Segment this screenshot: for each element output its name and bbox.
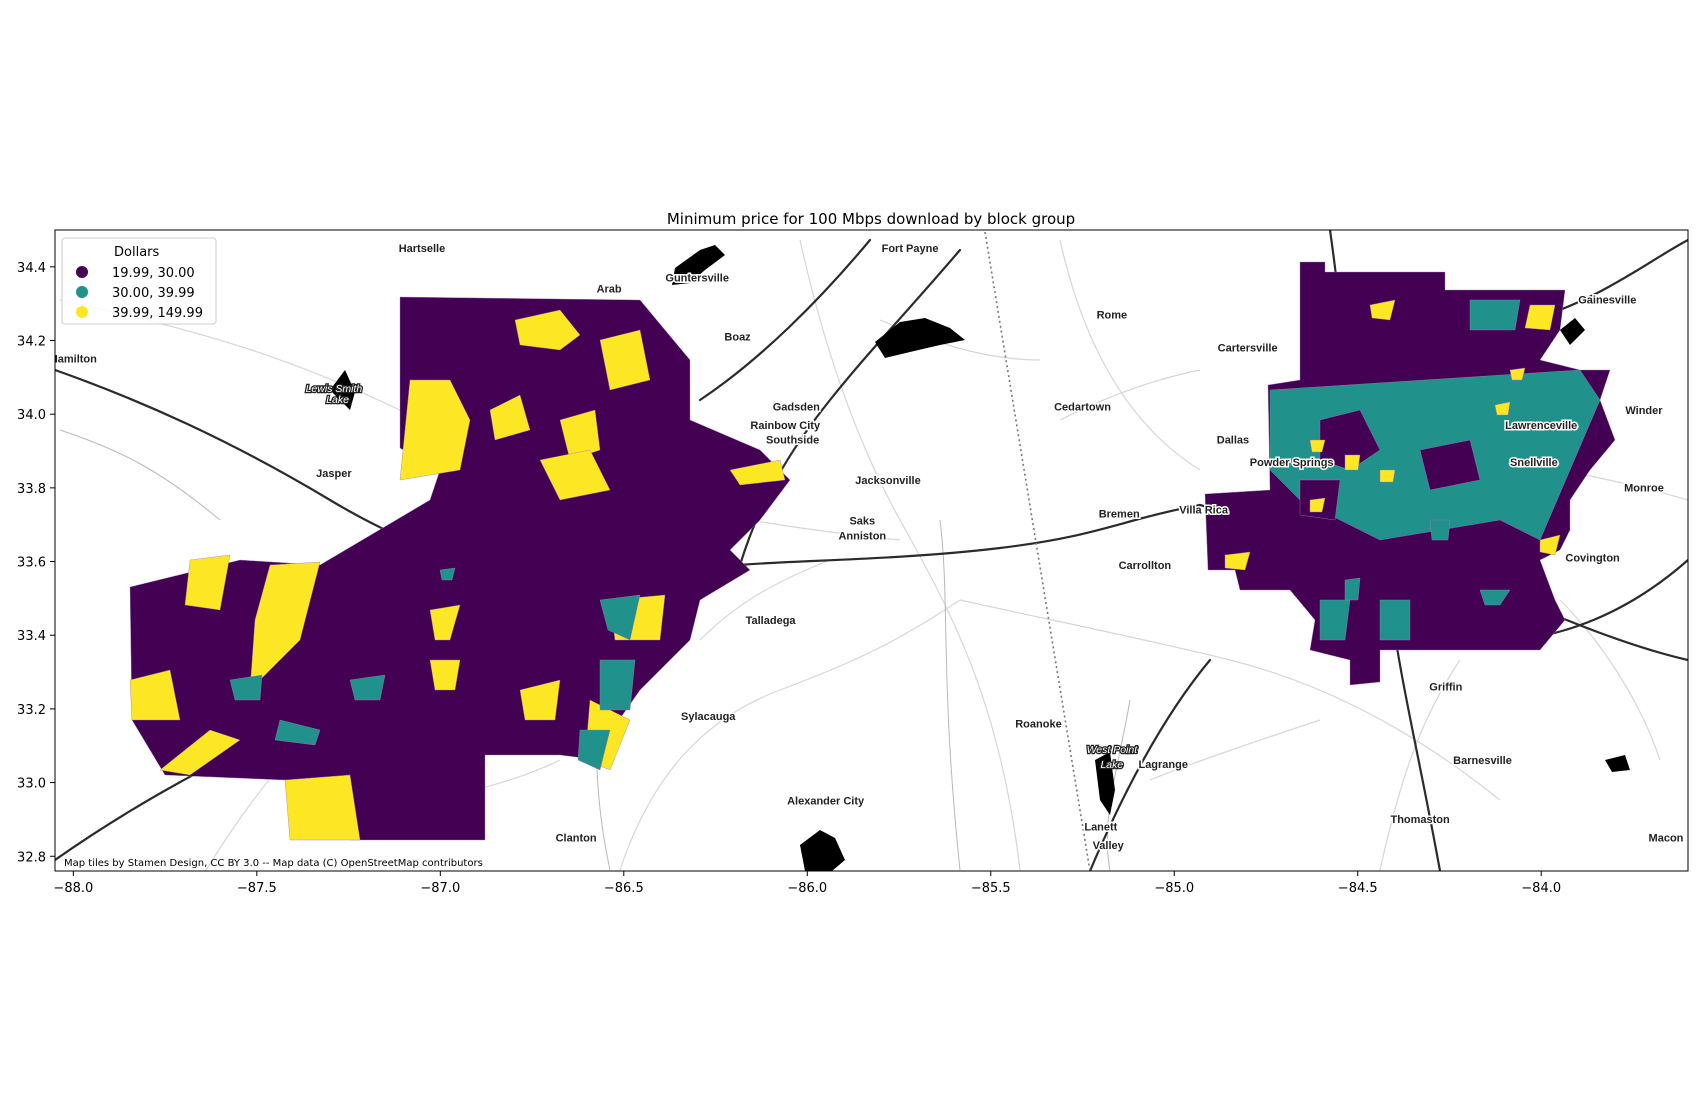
- region-east: [1204, 261, 1616, 686]
- y-tick-label: 34.2: [17, 335, 46, 350]
- legend-swatch-mid: [76, 286, 88, 298]
- x-tick-label: −86.0: [787, 881, 827, 896]
- legend-swatch-low: [76, 266, 88, 278]
- map-title: Minimum price for 100 Mbps download by b…: [667, 210, 1075, 228]
- place-label: Carrollton: [1119, 560, 1172, 572]
- place-label: Talladega: [746, 615, 797, 627]
- region-west: [129, 296, 791, 841]
- place-label: Clanton: [556, 833, 597, 845]
- y-tick-label: 34.4: [17, 261, 46, 276]
- x-tick-label: −88.0: [53, 881, 93, 896]
- place-label: Covington: [1565, 553, 1620, 565]
- place-label: Hamilton: [50, 354, 97, 366]
- place-label: Winder: [1625, 405, 1663, 417]
- legend-label-high: 39.99, 149.99: [112, 306, 203, 321]
- y-tick-label: 34.0: [17, 408, 46, 423]
- place-label: Jasper: [316, 468, 352, 480]
- place-label: Hartselle: [399, 243, 445, 255]
- place-label: Dallas: [1217, 435, 1249, 447]
- place-label: Lawrenceville: [1505, 420, 1577, 432]
- y-tick-label: 33.6: [17, 556, 46, 571]
- x-tick-label: −84.5: [1338, 881, 1378, 896]
- legend-label-low: 19.99, 30.00: [112, 266, 195, 281]
- place-label: Thomaston: [1390, 814, 1450, 826]
- place-label: Southside: [766, 435, 819, 447]
- place-label: Cedartown: [1054, 402, 1111, 414]
- place-label: Macon: [1649, 833, 1684, 845]
- place-label: Gainesville: [1578, 295, 1636, 307]
- place-label: Sylacauga: [681, 711, 736, 723]
- place-label: Jacksonville: [855, 475, 920, 487]
- map-area: Hartselle Arab Guntersville Fort Payne Boaz H…: [50, 230, 1688, 871]
- y-tick-label: 33.4: [17, 629, 46, 644]
- y-tick-label: 33.8: [17, 482, 46, 497]
- legend-box: [61, 237, 217, 325]
- place-labels: Hartselle Arab Guntersville Fort Payne Boaz H…: [50, 242, 1685, 854]
- y-tick-label: 33.2: [17, 703, 46, 718]
- lake-label: Lewis Smith: [306, 383, 363, 395]
- y-tick-label: 33.0: [17, 777, 46, 792]
- legend-title: Dollars: [114, 245, 159, 260]
- place-label: Saks: [849, 516, 875, 528]
- axes-frame: [54, 229, 1689, 872]
- place-label: Griffin: [1429, 681, 1462, 693]
- place-label: Boaz: [724, 332, 751, 344]
- place-label: Rome: [1097, 309, 1128, 321]
- place-label: Powder Springs: [1250, 457, 1334, 469]
- place-label: Alexander City: [787, 796, 865, 808]
- place-label: Bremen: [1099, 508, 1140, 520]
- x-tick-label: −86.5: [604, 881, 644, 896]
- x-tick-label: −85.5: [971, 881, 1011, 896]
- place-label: Valley: [1093, 840, 1125, 852]
- legend-swatch-high: [76, 306, 88, 318]
- x-tick-label: −85.0: [1154, 881, 1194, 896]
- place-label: Lanett: [1084, 821, 1117, 833]
- lake-label: West Point: [1087, 744, 1139, 756]
- place-label: Barnesville: [1453, 755, 1512, 767]
- place-label: Lagrange: [1138, 759, 1188, 771]
- place-label: Anniston: [838, 530, 886, 542]
- place-label: Rainbow City: [750, 420, 821, 432]
- place-label: Fort Payne: [882, 243, 939, 255]
- x-tick-label: −87.0: [420, 881, 460, 896]
- x-tick-label: −84.0: [1521, 881, 1561, 896]
- y-axis: 32.8 33.0 33.2 33.4 33.6 33.8 34.0 34.2 34.4: [17, 261, 55, 865]
- place-label: Monroe: [1624, 483, 1664, 495]
- x-axis: −88.0 −87.5 −87.0 −86.5 −86.0 −85.5 −85.0 −84.5…: [53, 871, 1561, 896]
- place-label: Snellville: [1510, 457, 1558, 469]
- legend-label-mid: 30.00, 39.99: [112, 286, 195, 301]
- lake-label: Lake: [326, 394, 349, 406]
- legend: Dollars 19.99, 30.00 30.00, 39.99 39.99,…: [61, 237, 217, 325]
- place-label: Roanoke: [1015, 718, 1061, 730]
- map-attribution: Map tiles by Stamen Design, CC BY 3.0 --…: [64, 858, 483, 869]
- y-tick-label: 32.8: [17, 850, 46, 865]
- place-label: Villa Rica: [1179, 505, 1229, 517]
- place-label: Cartersville: [1218, 343, 1278, 355]
- x-tick-label: −87.5: [237, 881, 277, 896]
- place-label: Guntersville: [665, 273, 729, 285]
- place-label: Arab: [597, 284, 622, 296]
- lake-label: Lake: [1100, 759, 1123, 771]
- place-label: Gadsden: [773, 402, 820, 414]
